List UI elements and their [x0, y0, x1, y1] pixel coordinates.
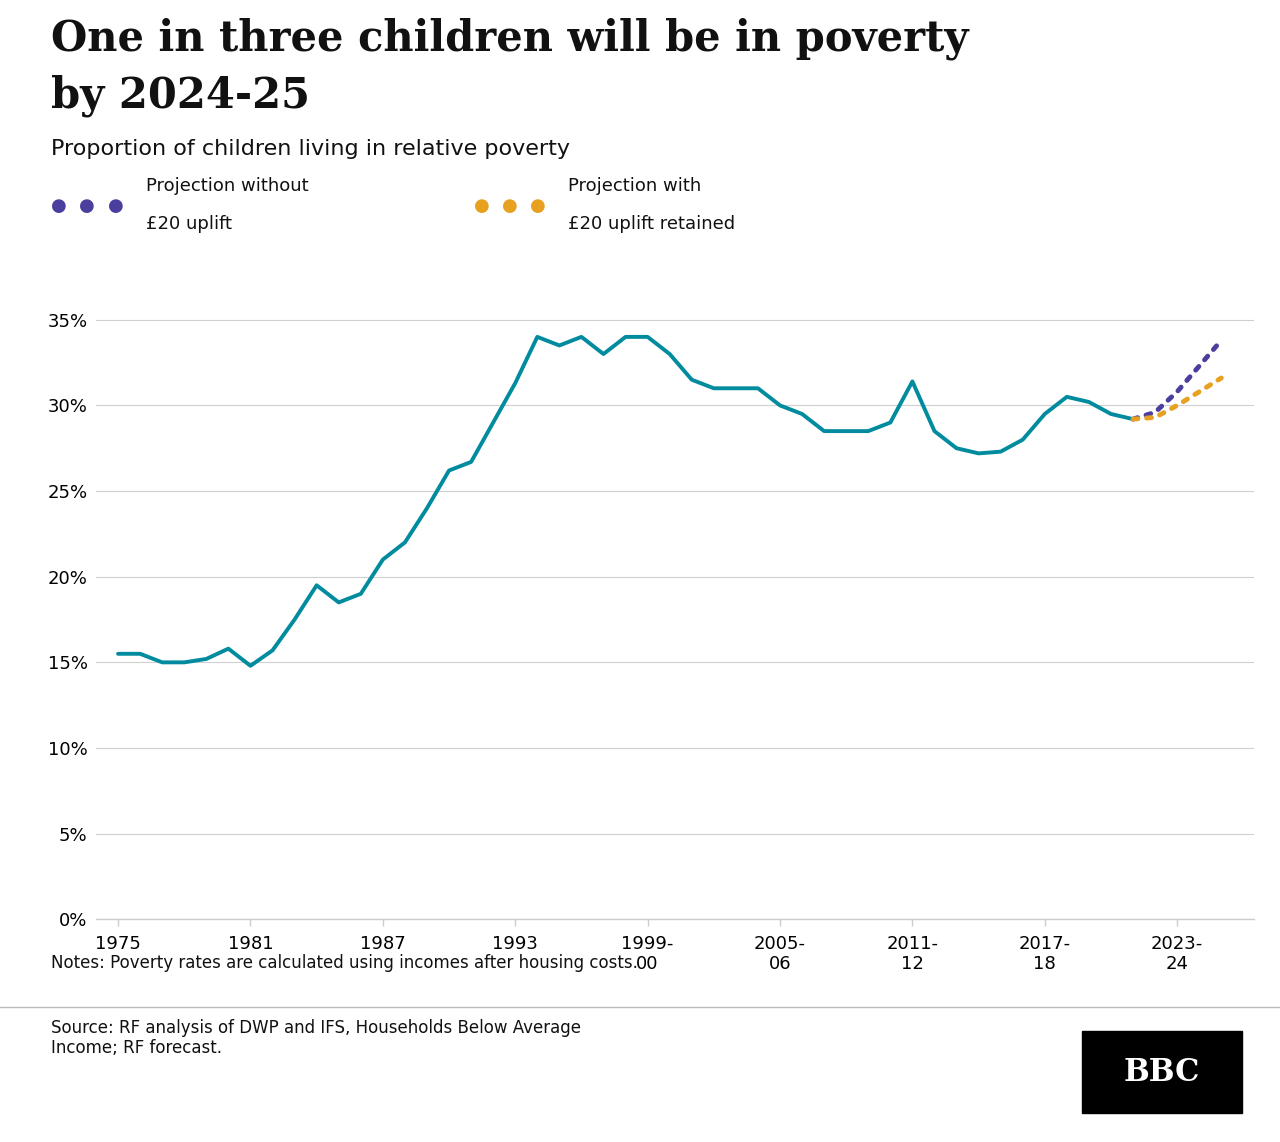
Text: by 2024-25: by 2024-25 [51, 74, 310, 116]
Text: Proportion of children living in relative poverty: Proportion of children living in relativ… [51, 139, 570, 160]
Text: Projection with: Projection with [568, 177, 701, 195]
Text: £20 uplift retained: £20 uplift retained [568, 215, 736, 233]
Text: ●: ● [51, 196, 67, 215]
Text: Projection without: Projection without [146, 177, 308, 195]
Text: ●: ● [108, 196, 123, 215]
Text: ●: ● [79, 196, 95, 215]
Text: One in three children will be in poverty: One in three children will be in poverty [51, 17, 969, 59]
Text: BBC: BBC [1124, 1056, 1199, 1088]
Text: Notes: Poverty rates are calculated using incomes after housing costs.: Notes: Poverty rates are calculated usin… [51, 954, 637, 972]
Text: ●: ● [474, 196, 489, 215]
Text: Source: RF analysis of DWP and IFS, Households Below Average
Income; RF forecast: Source: RF analysis of DWP and IFS, Hous… [51, 1019, 581, 1057]
Text: ●: ● [530, 196, 545, 215]
Text: £20 uplift: £20 uplift [146, 215, 232, 233]
Text: ●: ● [502, 196, 517, 215]
